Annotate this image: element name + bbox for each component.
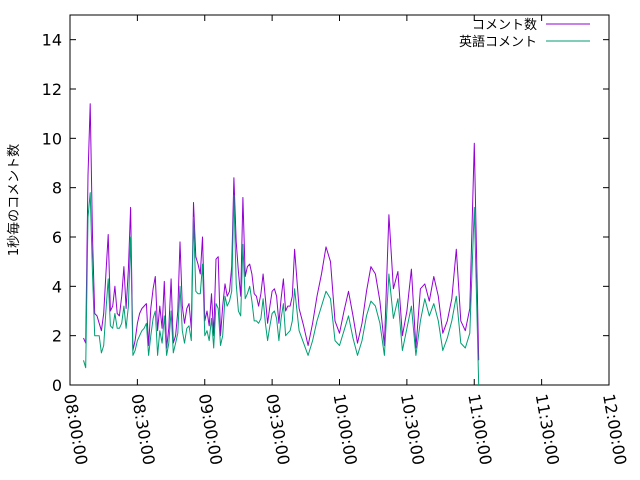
y-tick-label: 12 xyxy=(42,80,62,99)
x-tick-label: 09:30:00 xyxy=(262,392,293,466)
x-axis: 08:00:00 08:30:00 09:00:00 09:30:00 10:00:00… xyxy=(60,15,630,466)
x-tick-label: 11:30:00 xyxy=(532,392,563,466)
legend-label: 英語コメント xyxy=(459,34,537,50)
y-axis-title: 1秒毎のコメント数 xyxy=(6,144,22,256)
y-tick-label: 4 xyxy=(52,277,62,296)
x-tick-label: 08:30:00 xyxy=(127,392,158,466)
x-tick-label: 09:00:00 xyxy=(195,392,226,466)
x-tick-label: 11:00:00 xyxy=(464,392,495,466)
x-tick-label: 10:00:00 xyxy=(330,392,361,466)
y-tick-label: 6 xyxy=(52,228,62,247)
y-tick-label: 10 xyxy=(42,129,62,148)
series-line-comments xyxy=(83,103,480,361)
y-axis: 0 2 4 6 8 10 12 14 xyxy=(42,31,609,395)
x-tick-label: 10:30:00 xyxy=(397,392,428,466)
series-layer xyxy=(83,103,480,386)
y-tick-label: 0 xyxy=(52,376,62,395)
x-tick-label: 08:00:00 xyxy=(60,392,91,466)
legend-label: コメント数 xyxy=(472,18,537,33)
y-tick-label: 14 xyxy=(42,31,62,50)
series-line-english-comments xyxy=(83,192,480,386)
y-tick-label: 2 xyxy=(52,327,62,346)
y-tick-label: 8 xyxy=(52,179,62,198)
x-tick-label: 12:00:00 xyxy=(599,392,630,466)
plot-frame xyxy=(69,14,610,386)
